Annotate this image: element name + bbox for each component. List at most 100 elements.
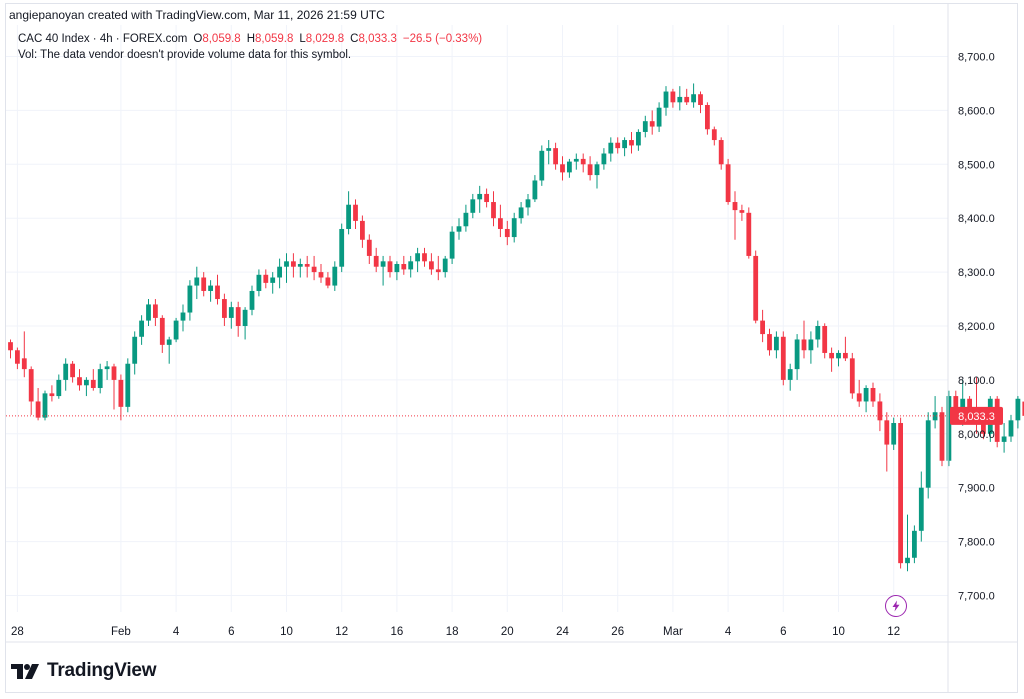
candle [173,317,179,343]
candle-body [311,266,317,273]
candle [573,153,579,170]
candle-body [8,342,13,351]
candle-body [215,285,220,300]
candle [932,396,938,429]
candle-body [84,379,89,386]
candle-body [884,420,890,445]
candle-body [222,299,227,318]
candle-body [90,379,96,388]
candle-body [891,423,897,445]
candle [8,339,13,359]
candle [925,412,931,499]
candle-body [491,202,496,219]
x-tick-label: 6 [780,626,786,638]
candle-body [291,261,296,267]
candle [684,88,690,106]
candle-body [401,264,407,270]
x-tick-label: Mar [663,626,683,638]
candle-body [553,148,558,165]
candle-body [863,387,869,402]
y-tick-label: 8,200.0 [958,321,995,333]
candle [318,264,324,283]
x-tick-label: 6 [228,626,234,638]
candle-body [429,261,434,270]
price-axis[interactable]: 8,700.0 8,600.0 8,500.0 8,400.0 8,300.0 8,200… [947,3,995,693]
candle-body [642,121,648,132]
x-tick-label: 4 [173,626,180,638]
candle-body [870,387,876,402]
candle-body [498,218,503,229]
candle [891,417,897,450]
candle-body [774,336,779,351]
candle-body [711,129,717,141]
x-tick-label: 12 [887,626,900,638]
candle-body [649,121,655,127]
candle [636,129,641,151]
candle-body [70,363,75,378]
candle [270,272,276,294]
candle [801,320,807,359]
brand-logo[interactable]: TradingView [11,660,157,682]
candle-body [63,363,69,380]
candle-body [698,94,703,106]
symbol-title[interactable]: CAC 40 Index · 4h · FOREX.com [18,33,188,45]
candles [8,83,1024,572]
candle [705,102,710,135]
candle-body [981,423,986,434]
candle-body [56,379,62,397]
candle [256,269,262,297]
candle-body [636,131,641,146]
candle [753,250,759,324]
candle [15,347,20,370]
candle [525,193,531,216]
candle-body [663,91,669,108]
candle-body [905,557,910,564]
low-value: 8,029.8 [305,33,345,45]
candle [539,145,545,186]
candle [815,320,821,348]
candle [104,361,110,380]
candle-body [173,320,179,340]
candle [366,234,372,265]
candle [491,191,496,227]
candle-body [801,339,807,351]
candle-body [49,393,55,397]
y-tick-label: 8,400.0 [958,213,995,225]
candle-body [146,304,151,321]
candle-body [449,231,455,259]
candle [746,207,752,259]
candle-body [159,317,165,345]
candle [670,88,676,108]
candle [194,266,200,300]
candle-body [353,204,358,221]
x-tick-label: 12 [335,626,348,638]
candle-body [42,393,48,418]
candle-body [346,204,351,229]
candle [63,358,69,391]
y-tick-label: 7,700.0 [958,591,995,603]
candle-body [97,369,103,388]
candle [870,382,876,407]
x-tick-label: 28 [11,626,24,638]
candle [780,331,786,386]
candle [297,258,303,278]
candle-body [677,96,683,103]
candle-body [939,412,945,461]
candle [35,387,41,421]
candle [28,366,34,415]
candle [401,255,407,275]
x-tick-label: 26 [611,626,624,638]
candle [580,153,586,173]
candle-body [629,140,634,146]
candle [498,204,503,238]
brand-name: TradingView [47,660,157,681]
candle-body [484,193,489,203]
candle [1008,414,1014,442]
candle-body [194,277,200,286]
time-axis[interactable]: 28 Feb 4 6 10 12 16 18 20 24 26 Mar 4 6 10 12 [5,626,1018,643]
candle-body [132,336,138,364]
lightning-icon[interactable] [885,595,907,617]
candle [511,212,517,243]
candle-body [836,352,841,359]
